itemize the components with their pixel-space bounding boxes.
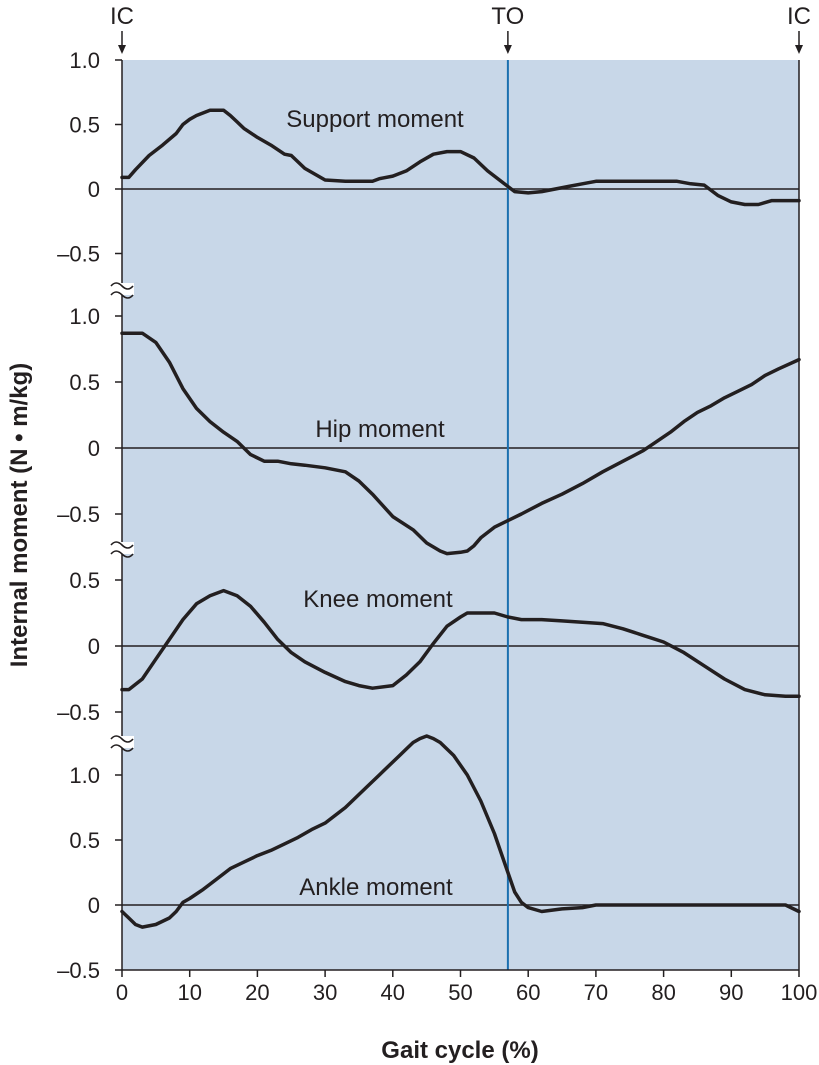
x-tick-label: 100 xyxy=(781,980,818,1005)
y-tick-label: 0.5 xyxy=(69,370,100,395)
y-tick-label: 1.0 xyxy=(69,763,100,788)
series-label: Ankle moment xyxy=(299,874,453,901)
axis-break-mark xyxy=(110,744,134,752)
x-tick-label: 30 xyxy=(313,980,337,1005)
x-tick-label: 60 xyxy=(516,980,540,1005)
x-tick-label: 10 xyxy=(177,980,201,1005)
axis-break-mark xyxy=(110,735,134,743)
y-tick-label: 0.5 xyxy=(69,568,100,593)
x-tick-label: 90 xyxy=(719,980,743,1005)
series-line-knee-moment xyxy=(120,588,801,698)
event-label-ic: IC xyxy=(110,3,134,30)
axis-break-mark xyxy=(110,550,134,558)
axis-break-mark xyxy=(110,291,134,299)
x-tick-label: 40 xyxy=(381,980,405,1005)
event-arrowhead xyxy=(503,45,512,54)
y-tick-label: 0 xyxy=(88,634,100,659)
y-tick-label: –0.5 xyxy=(57,958,100,983)
series-line-hip-moment xyxy=(120,331,801,556)
y-tick-label: 0 xyxy=(88,893,100,918)
x-tick-label: 0 xyxy=(116,980,128,1005)
y-tick-label: 1.0 xyxy=(69,304,100,329)
event-arrowhead xyxy=(118,45,126,54)
y-tick-label: 0.5 xyxy=(69,113,100,138)
y-tick-label: 0 xyxy=(88,436,100,461)
axis-break-mark xyxy=(110,282,134,290)
plot-background xyxy=(122,60,799,970)
event-label-to: TO xyxy=(491,3,524,30)
y-tick-label: –0.5 xyxy=(57,502,100,527)
y-tick-label: –0.5 xyxy=(57,242,100,267)
series-line-ankle-moment xyxy=(120,734,801,929)
x-tick-label: 70 xyxy=(584,980,608,1005)
x-tick-label: 20 xyxy=(245,980,269,1005)
axis-break-mark xyxy=(110,541,134,549)
x-axis-title: Gait cycle (%) xyxy=(381,1037,538,1064)
y-tick-label: –0.5 xyxy=(57,700,100,725)
event-arrowhead xyxy=(795,45,803,54)
series-label: Support moment xyxy=(286,106,464,133)
x-tick-label: 50 xyxy=(448,980,472,1005)
event-label-ic: IC xyxy=(787,3,811,30)
x-tick-label: 80 xyxy=(651,980,675,1005)
series-line-support-moment xyxy=(120,108,801,207)
y-tick-label: 1.0 xyxy=(69,48,100,73)
y-tick-label: 0 xyxy=(88,177,100,202)
y-tick-label: 0.5 xyxy=(69,828,100,853)
series-label: Hip moment xyxy=(315,416,445,443)
y-axis-title: Internal moment (N • m/kg) xyxy=(6,363,33,667)
series-label: Knee moment xyxy=(303,586,453,613)
